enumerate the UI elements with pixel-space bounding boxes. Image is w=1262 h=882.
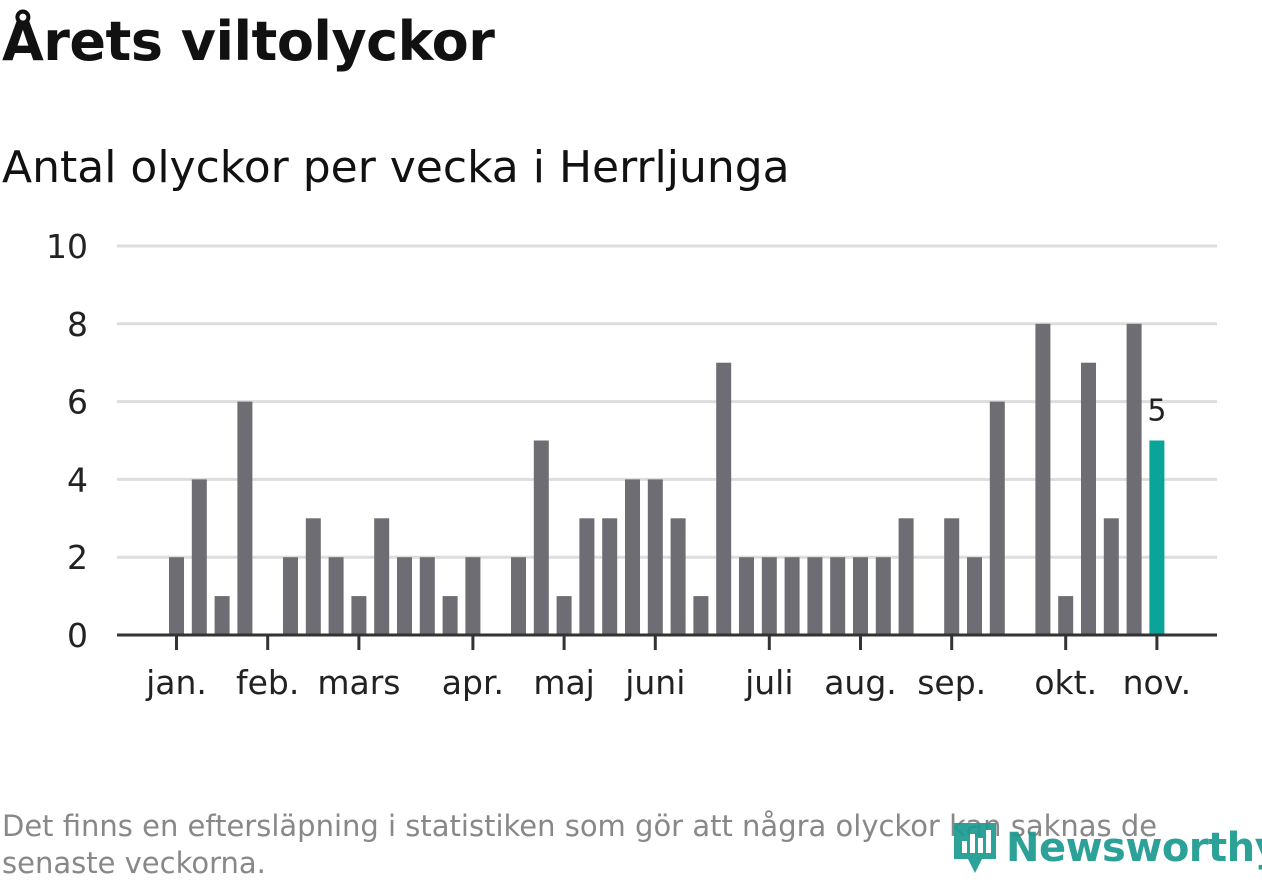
bar bbox=[214, 596, 230, 635]
bar-highlight bbox=[1149, 440, 1165, 635]
bar bbox=[237, 401, 253, 635]
bar bbox=[784, 557, 800, 635]
bar bbox=[967, 557, 982, 635]
bar bbox=[1058, 596, 1074, 635]
bar bbox=[556, 596, 572, 635]
logo-text: Newsworthy bbox=[1006, 825, 1262, 871]
gridlines bbox=[117, 244, 1217, 559]
x-tick-label: juli bbox=[744, 663, 793, 702]
y-tick-label: 8 bbox=[67, 305, 88, 344]
bar bbox=[807, 557, 823, 635]
bar bbox=[989, 401, 1005, 635]
x-tick-label: aug. bbox=[824, 663, 897, 702]
bar bbox=[579, 518, 595, 635]
y-tick-label: 2 bbox=[67, 538, 88, 577]
y-axis-labels: 0 2 4 6 8 10 bbox=[46, 227, 88, 655]
y-tick-label: 4 bbox=[67, 460, 88, 499]
bar bbox=[351, 596, 367, 635]
x-tick-label: okt. bbox=[1034, 663, 1097, 702]
bar bbox=[693, 596, 709, 635]
bar bbox=[602, 518, 618, 635]
bar bbox=[442, 596, 458, 635]
bar bbox=[419, 557, 435, 635]
y-tick-label: 6 bbox=[67, 383, 88, 422]
x-axis: jan. feb. mars apr. maj juni juli aug. sep. okt. n… bbox=[117, 633, 1217, 702]
x-tick-label: sep. bbox=[917, 663, 986, 702]
data-labels: 5 bbox=[1147, 394, 1166, 429]
x-tick-label: maj bbox=[533, 663, 595, 702]
bar bbox=[533, 440, 549, 635]
bar bbox=[830, 557, 846, 635]
x-tick-label: apr. bbox=[442, 663, 504, 702]
bars bbox=[169, 323, 1165, 635]
bar bbox=[465, 557, 481, 635]
bar bbox=[670, 518, 686, 635]
bar bbox=[191, 479, 207, 635]
bar bbox=[647, 479, 663, 635]
bar bbox=[716, 362, 732, 635]
y-tick-label: 10 bbox=[46, 227, 88, 266]
bar bbox=[283, 557, 298, 635]
bar bbox=[625, 479, 640, 635]
bar bbox=[1035, 323, 1051, 635]
x-tick-label: nov. bbox=[1123, 663, 1192, 702]
bar bbox=[169, 557, 184, 635]
bar-chart: 0 2 4 6 8 10 jan. feb. mars apr. maj juni juli aug. s… bbox=[46, 227, 1217, 702]
x-tick-label: feb. bbox=[236, 663, 299, 702]
bar bbox=[761, 557, 777, 635]
bar bbox=[853, 557, 868, 635]
bar-chart-pin-icon bbox=[954, 823, 996, 873]
bar bbox=[1081, 362, 1096, 635]
bar bbox=[328, 557, 344, 635]
bar bbox=[305, 518, 321, 635]
bar bbox=[1103, 518, 1119, 635]
bar bbox=[397, 557, 412, 635]
chart-title: Årets viltolyckor bbox=[2, 10, 495, 73]
x-tick-label: jan. bbox=[145, 663, 207, 702]
x-tick-label: mars bbox=[317, 663, 400, 702]
y-tick-label: 0 bbox=[67, 616, 88, 655]
bar bbox=[1126, 323, 1142, 635]
bar bbox=[875, 557, 891, 635]
bar bbox=[374, 518, 390, 635]
bar bbox=[944, 518, 960, 635]
newsworthy-logo: Newsworthy bbox=[950, 818, 1262, 878]
bar bbox=[511, 557, 526, 635]
x-tick-label: juni bbox=[624, 663, 685, 702]
data-label: 5 bbox=[1147, 394, 1166, 429]
bar bbox=[898, 518, 914, 635]
bar bbox=[739, 557, 754, 635]
chart-subtitle: Antal olyckor per vecka i Herrljunga bbox=[2, 142, 790, 193]
